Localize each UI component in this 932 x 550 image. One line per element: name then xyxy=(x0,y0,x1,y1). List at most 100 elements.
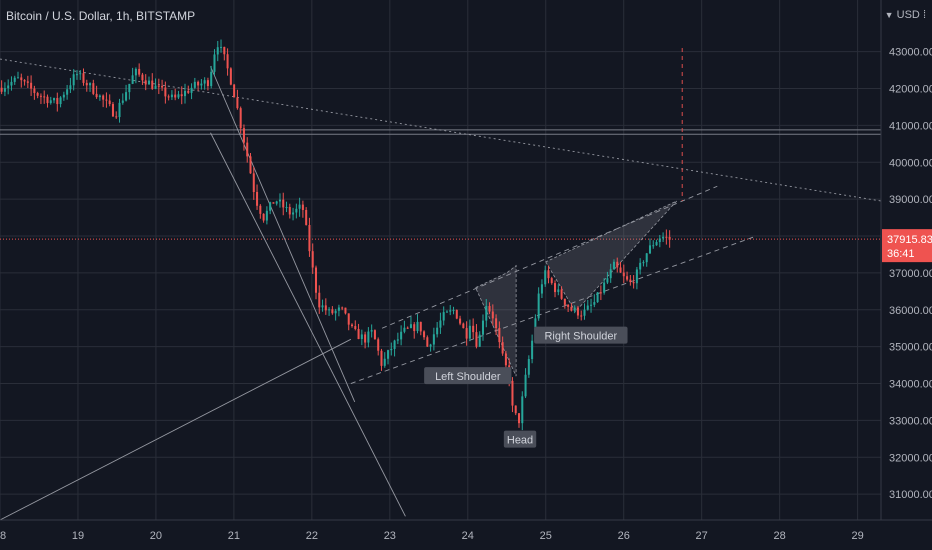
x-tick-label: 21 xyxy=(228,530,240,542)
price-axis[interactable]: 31000.00 32000.00 33000.00 34000.00 35000.00… xyxy=(880,0,932,520)
trend-line[interactable] xyxy=(210,66,356,403)
trend-line[interactable] xyxy=(0,58,882,202)
trend-line[interactable] xyxy=(0,338,352,521)
candle-body xyxy=(619,267,622,273)
candle-body xyxy=(256,192,259,206)
candle-body xyxy=(439,320,442,328)
y-tick-label: 33000.00 xyxy=(889,415,932,427)
candle-body xyxy=(0,87,3,92)
candle-body xyxy=(314,267,318,293)
candle-body xyxy=(612,261,615,270)
candle-body xyxy=(79,73,82,75)
x-tick-label: 18 xyxy=(0,530,6,542)
candle-body xyxy=(10,81,13,86)
candle-body xyxy=(645,253,648,263)
candle-body xyxy=(544,270,547,285)
candle-body xyxy=(537,293,540,319)
candle-body xyxy=(478,334,481,347)
candle-body xyxy=(432,334,435,345)
candle-body xyxy=(393,340,396,349)
y-tick-label: 37000.00 xyxy=(889,268,932,280)
x-tick-label: 26 xyxy=(618,530,630,542)
candle-body xyxy=(30,82,33,89)
candle-body xyxy=(89,83,92,86)
pattern-label-bg xyxy=(424,367,512,385)
time-axis[interactable]: 18 19 20 21 22 23 24 25 26 27 28 29 xyxy=(0,519,932,542)
pattern-label[interactable]: Head xyxy=(503,430,537,448)
candle-body xyxy=(504,353,507,366)
candle-body xyxy=(596,292,599,303)
candle-body xyxy=(452,309,455,311)
candle-body xyxy=(298,204,301,209)
candle-body xyxy=(7,85,10,89)
y-tick-label: 31000.00 xyxy=(889,489,932,501)
pattern-label[interactable]: Right Shoulder xyxy=(534,326,628,344)
candle-body xyxy=(550,278,553,284)
candle-body xyxy=(485,305,488,321)
candle-body xyxy=(524,374,527,397)
candle-body xyxy=(259,205,262,214)
trend-line[interactable] xyxy=(210,132,406,517)
candle-body xyxy=(187,90,190,93)
x-tick-label: 29 xyxy=(851,530,863,542)
candle-body xyxy=(226,54,229,69)
candle-body xyxy=(56,98,59,105)
candle-body xyxy=(334,310,337,314)
candle-body xyxy=(652,245,655,247)
candle-body xyxy=(144,80,147,85)
candle-body xyxy=(344,307,347,314)
candle-body xyxy=(174,94,177,98)
candle-body xyxy=(370,330,373,332)
candle-body xyxy=(472,325,475,333)
candle-body xyxy=(121,100,124,103)
candle-body xyxy=(203,80,206,84)
candle-body xyxy=(350,324,354,327)
candle-body xyxy=(20,77,23,81)
pattern-polygon[interactable] xyxy=(545,200,678,313)
x-tick-label: 27 xyxy=(696,530,708,542)
candle-body xyxy=(354,326,357,330)
candle-body xyxy=(373,330,376,340)
candle-body xyxy=(409,324,412,328)
candle-body xyxy=(442,312,445,321)
candle-body xyxy=(213,54,216,72)
pattern-label-text: Right Shoulder xyxy=(544,331,617,343)
candle-body xyxy=(635,269,638,284)
pattern-label-bg xyxy=(503,430,537,448)
candle-body xyxy=(622,272,625,277)
candle-body xyxy=(416,321,419,332)
trend-lines[interactable] xyxy=(0,47,882,521)
candle-body xyxy=(337,307,340,311)
currency-selector[interactable]: ▼ USD ⁞ xyxy=(885,9,926,21)
candle-body xyxy=(3,88,6,92)
candle-body xyxy=(511,380,514,406)
current-price-value: 37915.83 xyxy=(887,234,932,246)
candle-body xyxy=(13,77,16,82)
candle-body xyxy=(468,325,471,339)
candle-body xyxy=(662,236,665,239)
candle-body xyxy=(426,337,429,347)
candle-body xyxy=(164,87,167,97)
candle-body xyxy=(69,85,72,90)
pattern-label[interactable]: Left Shoulder xyxy=(424,367,512,385)
pattern-labels[interactable]: Left Shoulder Head Right Shoulder xyxy=(424,326,628,448)
grid xyxy=(0,0,881,520)
candle-body xyxy=(252,173,255,193)
candle-body xyxy=(419,321,422,332)
candle-body xyxy=(62,94,65,98)
candle-body xyxy=(341,307,344,309)
trend-line[interactable] xyxy=(381,185,718,329)
candle-body xyxy=(390,348,393,351)
candle-body xyxy=(242,128,245,143)
candle-body xyxy=(282,199,285,208)
candle-body xyxy=(580,315,583,317)
candle-body xyxy=(586,305,589,310)
candle-body xyxy=(206,80,209,87)
candle-body xyxy=(616,261,619,268)
candle-body xyxy=(396,339,399,341)
horizontal-levels xyxy=(0,129,881,240)
candle-body xyxy=(295,208,298,213)
candle-body xyxy=(364,334,367,343)
candle-body xyxy=(449,310,452,312)
